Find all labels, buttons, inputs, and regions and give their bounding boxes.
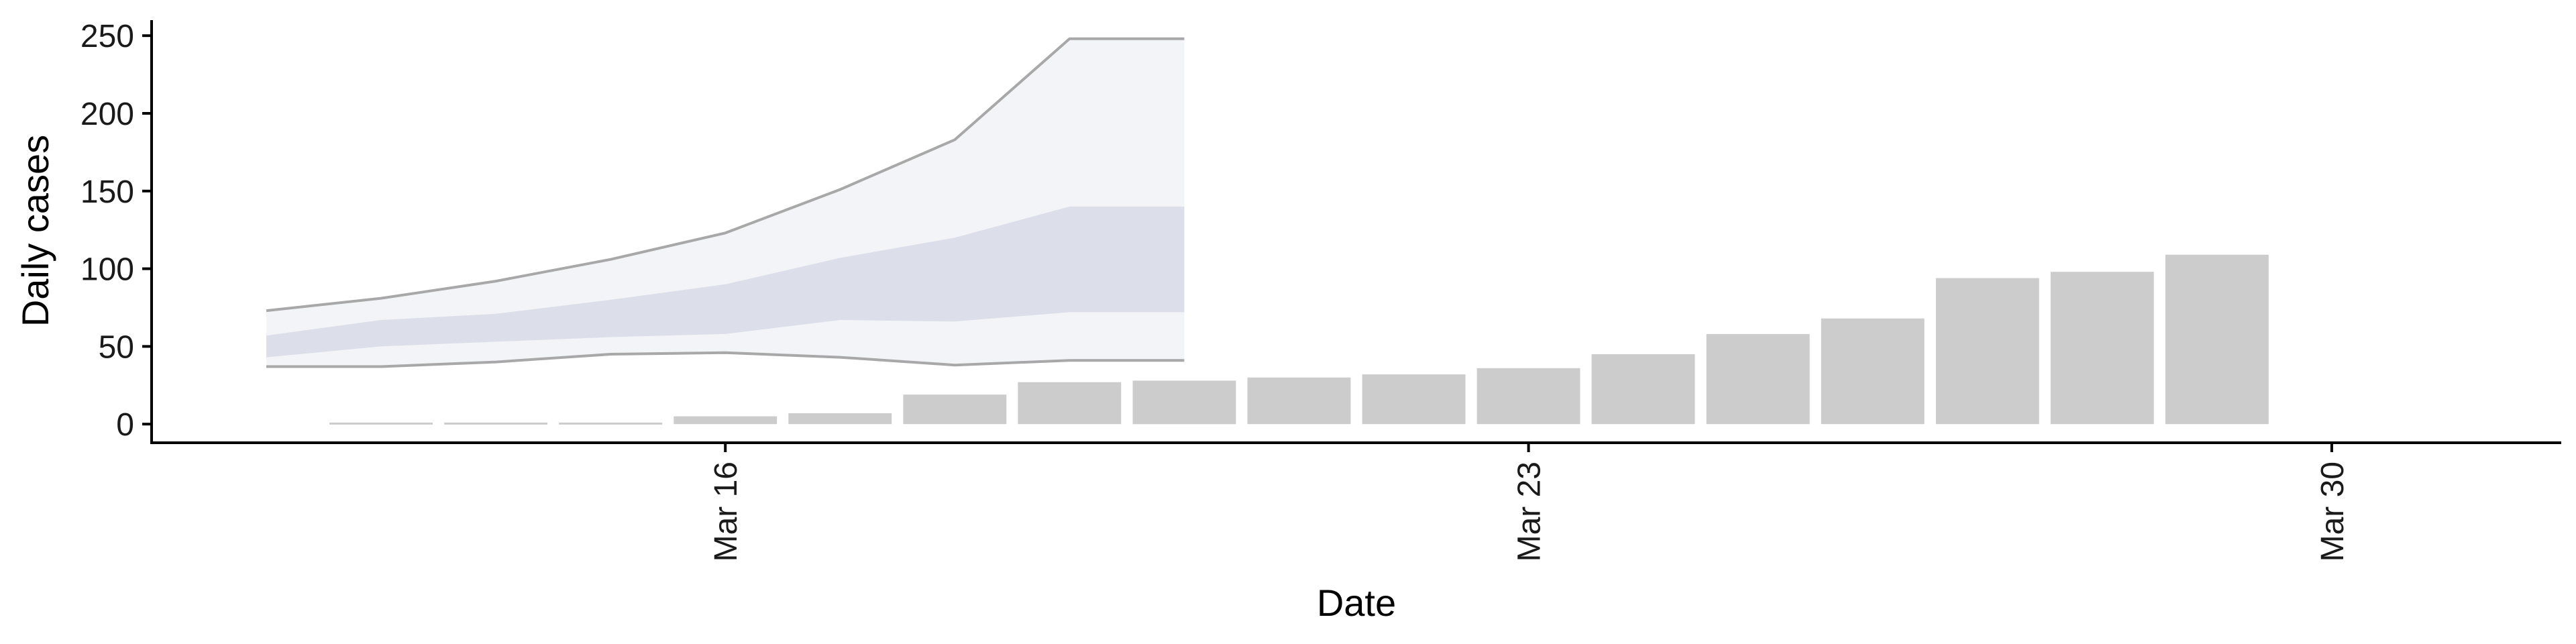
bar xyxy=(1821,318,1925,425)
bar xyxy=(444,422,548,425)
bar xyxy=(1247,377,1351,425)
y-axis-ticks: 0 50 100 150 200 250 xyxy=(80,19,152,443)
bar xyxy=(2165,254,2269,425)
forecast-upper-line xyxy=(266,37,1185,313)
bar xyxy=(1132,380,1236,425)
y-tick-label: 250 xyxy=(80,19,134,54)
bar xyxy=(559,422,663,425)
y-tick-label: 150 xyxy=(80,174,134,210)
bar xyxy=(1706,333,1810,425)
x-tick-label: Mar 16 xyxy=(708,462,744,561)
bar xyxy=(674,416,777,425)
y-axis-title: Daily cases xyxy=(14,135,56,327)
y-tick-label: 100 xyxy=(80,252,134,288)
y-tick-label: 200 xyxy=(80,97,134,132)
forecast-lower-line xyxy=(266,351,1185,368)
bar xyxy=(1362,374,1466,425)
bar xyxy=(2050,272,2154,425)
x-axis-title: Date xyxy=(1317,582,1396,624)
forecast-inner-band xyxy=(266,206,1185,358)
bar xyxy=(903,394,1007,425)
bar xyxy=(329,422,433,425)
x-axis-ticks: Mar 16 Mar 23 Mar 30 xyxy=(708,443,2351,561)
y-tick-label: 0 xyxy=(116,407,134,443)
bar xyxy=(1591,354,1695,425)
bar xyxy=(1477,368,1580,425)
x-tick-label: Mar 23 xyxy=(1512,462,1548,561)
bar xyxy=(1018,382,1122,425)
bar xyxy=(1935,278,2039,425)
forecast-layer xyxy=(266,37,1185,368)
bar xyxy=(788,413,892,425)
bars-layer xyxy=(329,254,2269,425)
x-tick-label: Mar 30 xyxy=(2315,462,2351,561)
y-tick-label: 50 xyxy=(99,329,134,365)
